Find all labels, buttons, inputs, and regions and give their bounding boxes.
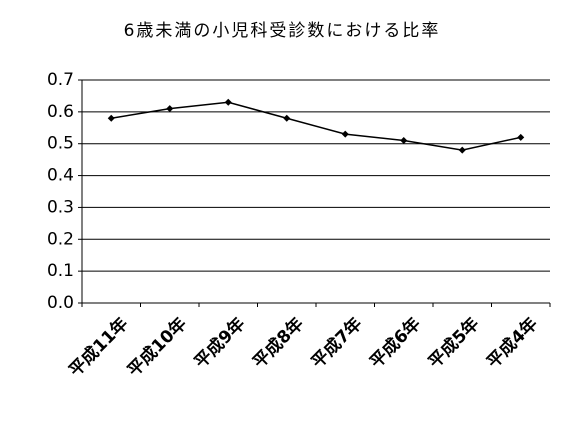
marker xyxy=(400,137,408,145)
x-tick-label: 平成4年 xyxy=(483,313,542,372)
y-tick-label: 0.1 xyxy=(47,261,74,281)
chart-title: 6歳未満の小児科受診数における比率 xyxy=(124,21,441,41)
y-tick-label: 0.0 xyxy=(47,293,74,313)
x-tick-label: 平成11年 xyxy=(65,313,133,381)
y-tick-label: 0.3 xyxy=(47,197,74,217)
marker xyxy=(224,98,232,106)
series-line xyxy=(111,101,521,151)
y-tick-label: 0.2 xyxy=(47,229,74,249)
x-tick-label: 平成5年 xyxy=(424,313,483,372)
x-tick-label: 平成8年 xyxy=(249,313,308,372)
marker xyxy=(341,130,349,138)
marker xyxy=(458,146,466,154)
marker xyxy=(517,133,525,141)
x-tick-label: 平成6年 xyxy=(366,313,425,372)
y-tick-label: 0.7 xyxy=(47,70,74,90)
y-tick-label: 0.4 xyxy=(47,166,74,186)
y-tick-label: 0.5 xyxy=(47,134,74,154)
x-tick-label: 平成7年 xyxy=(307,313,366,372)
marker xyxy=(166,105,174,113)
y-tick-label: 0.6 xyxy=(47,102,74,122)
marker xyxy=(283,114,291,122)
x-tick-label: 平成10年 xyxy=(123,313,191,381)
x-tick-label: 平成9年 xyxy=(190,313,249,372)
marker xyxy=(107,114,115,122)
